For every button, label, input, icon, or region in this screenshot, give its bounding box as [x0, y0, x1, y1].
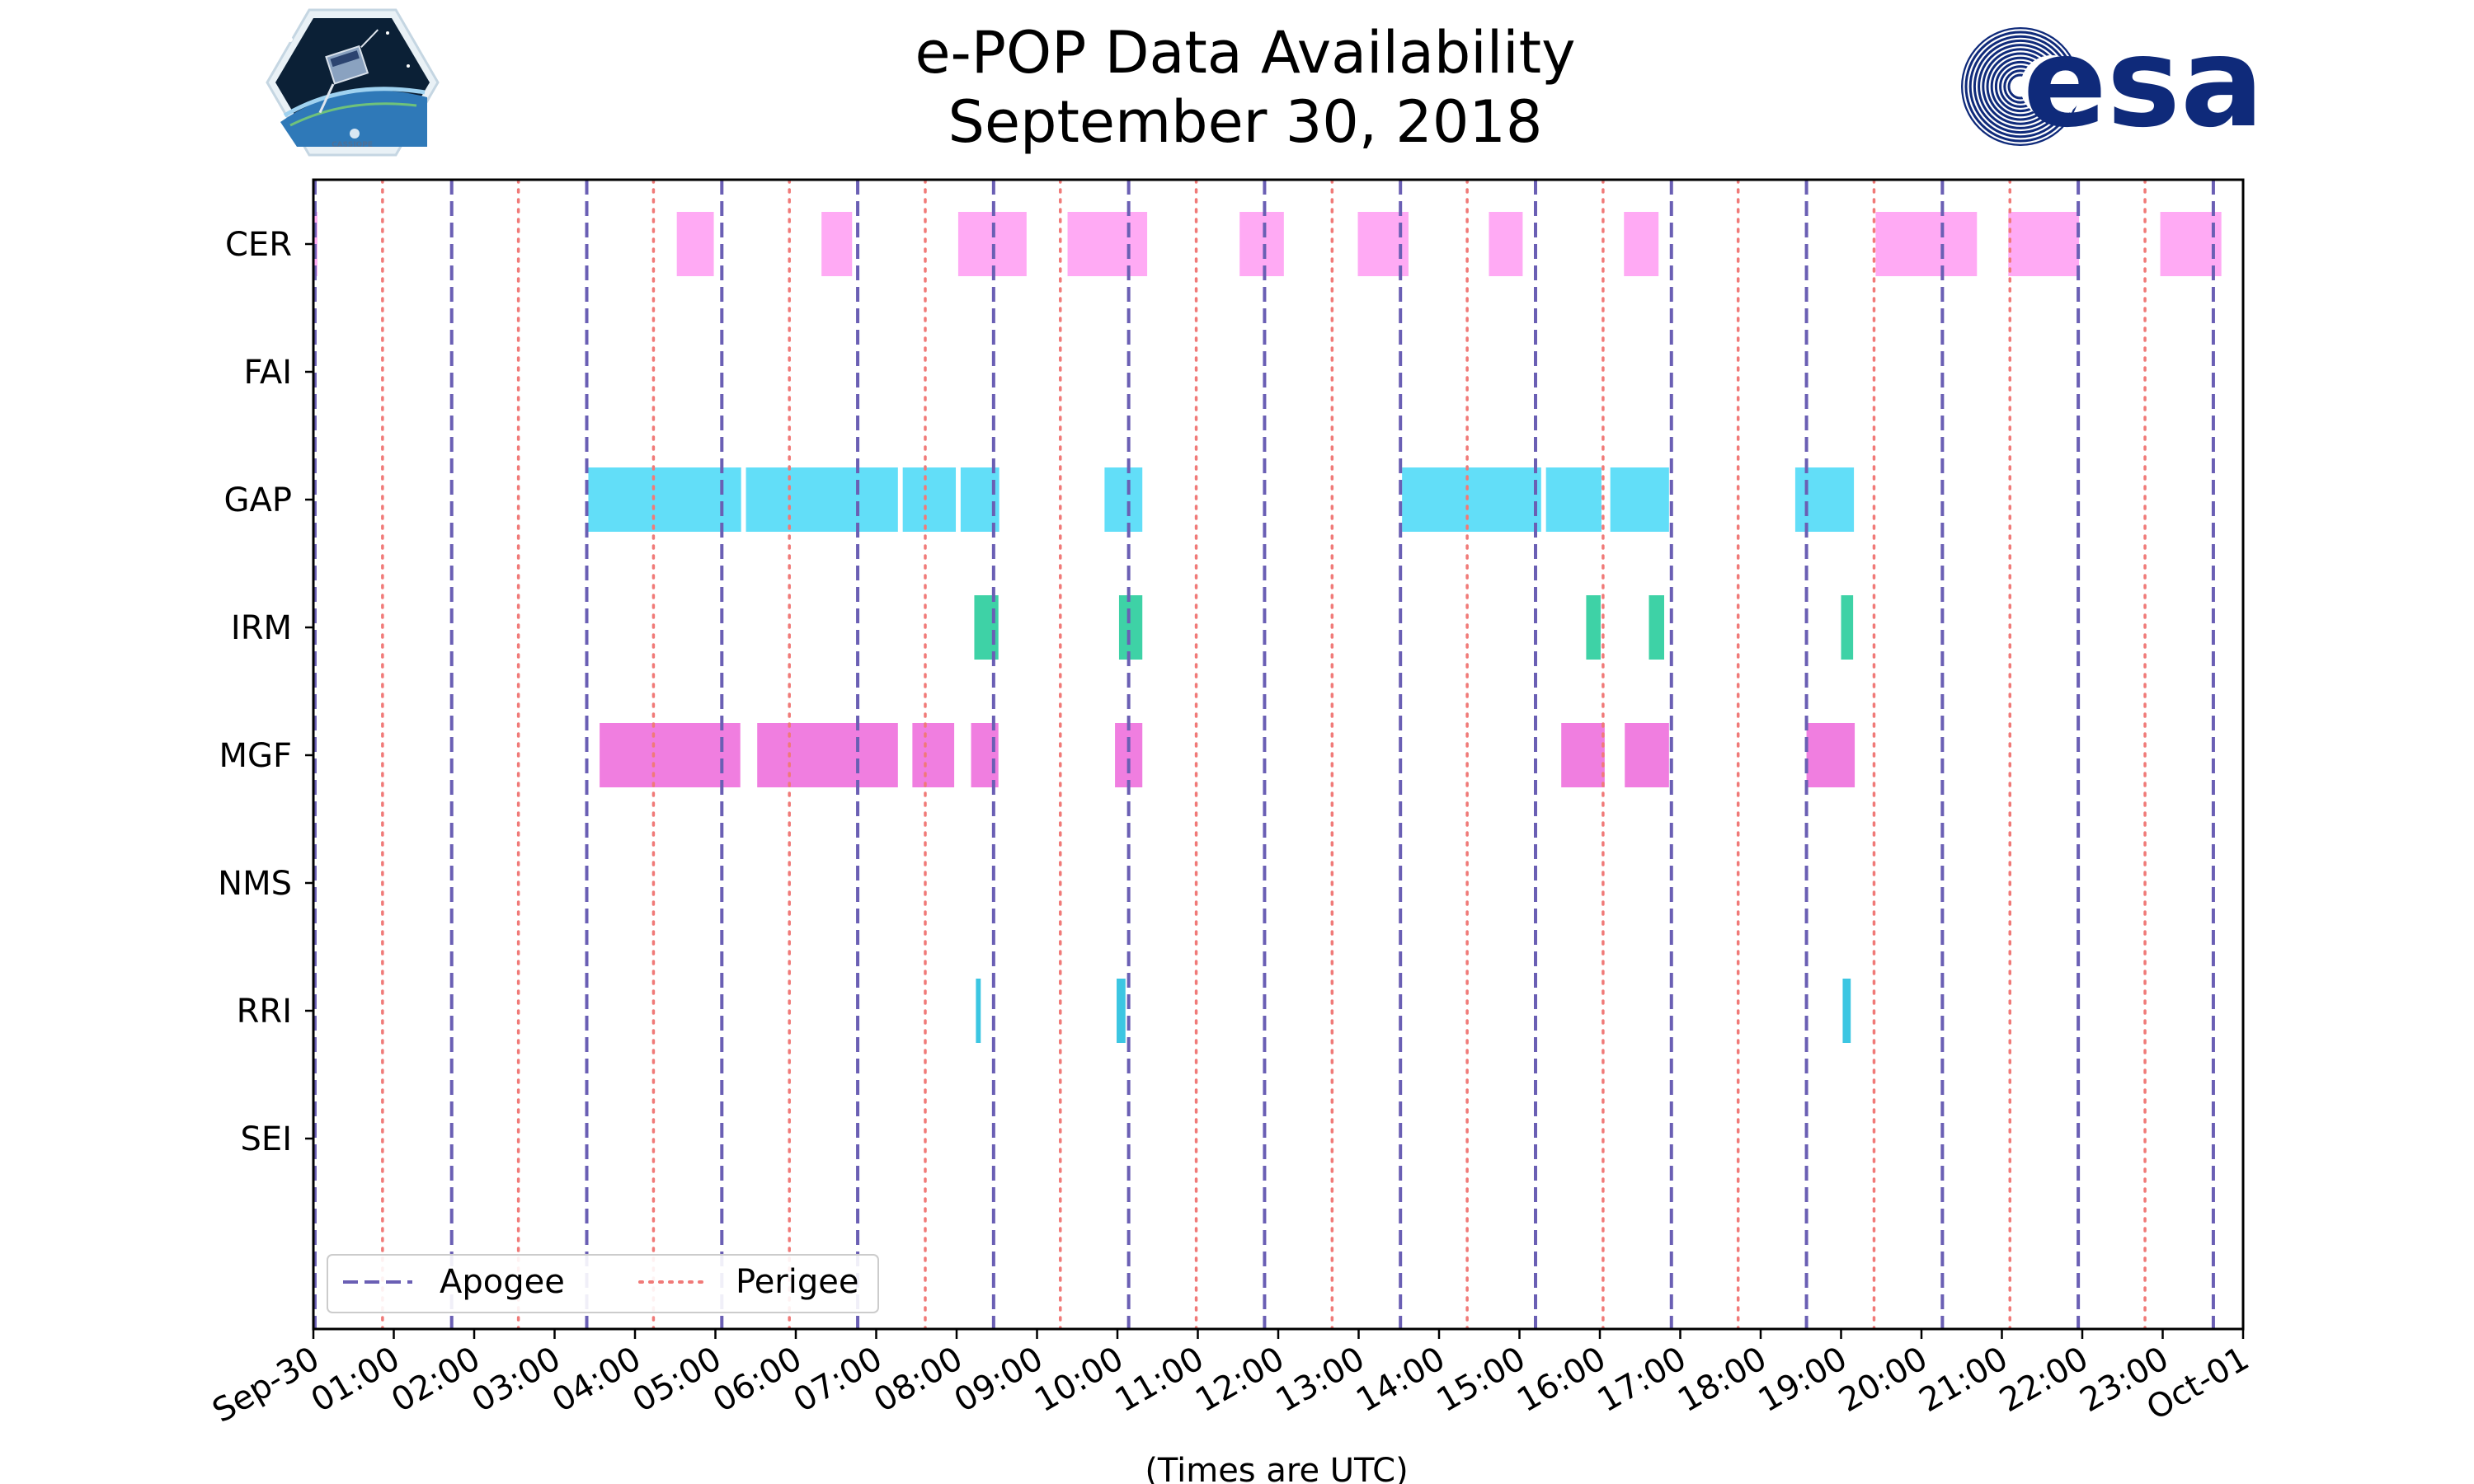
y-tick-label-nms: NMS: [218, 865, 292, 903]
esa-logo: esa: [1961, 12, 2264, 155]
x-tick-label-3: 03:00: [466, 1340, 567, 1420]
legend: Apogee Perigee: [327, 1254, 879, 1313]
bar-mgf-0: [600, 723, 741, 787]
legend-apogee-label: Apogee: [440, 1263, 565, 1301]
x-axis-label: (Times are UTC): [1145, 1452, 1408, 1484]
bar-cer-5: [1239, 212, 1284, 276]
bar-rri-0: [976, 979, 981, 1043]
chart-title-line-2: September 30, 2018: [948, 88, 1543, 156]
bar-gap-3: [960, 467, 999, 532]
bar-gap-7: [1610, 467, 1669, 532]
bar-gap-0: [588, 467, 741, 532]
bar-irm-0: [974, 595, 999, 660]
x-axis: Sep-3001:0002:0003:0004:0005:0006:0007:0…: [206, 1329, 2255, 1430]
bar-rri-1: [1117, 979, 1126, 1043]
x-tick-label-16: 16:00: [1511, 1340, 1612, 1420]
cassiope-text: CASSIOPE: [332, 141, 373, 149]
x-tick-label-1: 01:00: [305, 1340, 407, 1420]
bar-cer-8: [1624, 212, 1659, 276]
y-tick-label-fai: FAI: [244, 354, 293, 392]
x-tick-label-7: 07:00: [788, 1340, 889, 1420]
x-tick-label-15: 15:00: [1431, 1340, 1532, 1420]
bar-mgf-5: [1561, 723, 1605, 787]
bar-irm-4: [1841, 595, 1854, 660]
bar-cer-4: [1067, 212, 1148, 276]
chart-title-line-1: e-POP Data Availability: [915, 19, 1575, 87]
y-tick-label-sei: SEI: [241, 1120, 292, 1158]
y-tick-label-irm: IRM: [231, 609, 292, 647]
bar-gap-1: [745, 467, 898, 532]
bar-gap-6: [1545, 467, 1602, 532]
bar-cer-9: [1875, 212, 1978, 276]
bar-gap-4: [1104, 467, 1143, 532]
esa-text: esa: [2023, 12, 2264, 155]
bar-mgf-3: [971, 723, 999, 787]
bar-cer-11: [2160, 212, 2222, 276]
bar-gap-5: [1402, 467, 1541, 532]
x-tick-label-21: 21:00: [1913, 1340, 2015, 1420]
bar-cer-1: [676, 212, 714, 276]
x-tick-label-18: 18:00: [1672, 1340, 1773, 1420]
x-tick-label-19: 19:00: [1752, 1340, 1854, 1420]
orbit-lines: [313, 180, 2215, 1329]
x-tick-label-4: 04:00: [546, 1340, 647, 1420]
bar-mgf-6: [1625, 723, 1669, 787]
x-tick-label-9: 09:00: [948, 1340, 1050, 1420]
x-tick-label-17: 17:00: [1592, 1340, 1693, 1420]
x-tick-label-13: 13:00: [1270, 1340, 1371, 1420]
bar-rri-2: [1842, 979, 1851, 1043]
legend-box: [327, 1254, 879, 1313]
y-tick-label-mgf: MGF: [219, 737, 292, 775]
bar-gap-8: [1794, 467, 1855, 532]
x-tick-label-11: 11:00: [1109, 1340, 1211, 1420]
legend-perigee-label: Perigee: [736, 1263, 858, 1301]
x-tick-label-8: 08:00: [868, 1340, 969, 1420]
cassiope-logo: CASSIOPE: [266, 8, 440, 157]
bar-cer-10: [2008, 212, 2080, 276]
x-tick-label-6: 06:00: [707, 1340, 808, 1420]
x-tick-label-10: 10:00: [1028, 1340, 1130, 1420]
data-bars: [313, 212, 2222, 1043]
bar-irm-1: [1118, 595, 1143, 660]
x-tick-label-5: 05:00: [627, 1340, 728, 1420]
bar-mgf-4: [1115, 723, 1143, 787]
y-tick-label-gap: GAP: [224, 481, 292, 519]
x-tick-label-2: 02:00: [385, 1340, 487, 1420]
y-axis: CER FAI GAP IRM MGF NMS RRI SEI: [218, 226, 313, 1158]
bar-cer-7: [1489, 212, 1523, 276]
x-tick-label-20: 20:00: [1832, 1340, 1934, 1420]
x-tick-label-12: 12:00: [1189, 1340, 1291, 1420]
bar-irm-2: [1586, 595, 1601, 660]
x-tick-label-22: 22:00: [1993, 1340, 2095, 1420]
x-tick-label-14: 14:00: [1350, 1340, 1451, 1420]
y-tick-label-rri: RRI: [237, 993, 292, 1031]
bar-cer-2: [821, 212, 853, 276]
bar-mgf-1: [757, 723, 898, 787]
bar-gap-2: [902, 467, 957, 532]
y-tick-label-cer: CER: [225, 226, 292, 264]
bar-mgf-7: [1806, 723, 1856, 787]
bar-irm-3: [1649, 595, 1664, 660]
bar-mgf-2: [912, 723, 955, 787]
